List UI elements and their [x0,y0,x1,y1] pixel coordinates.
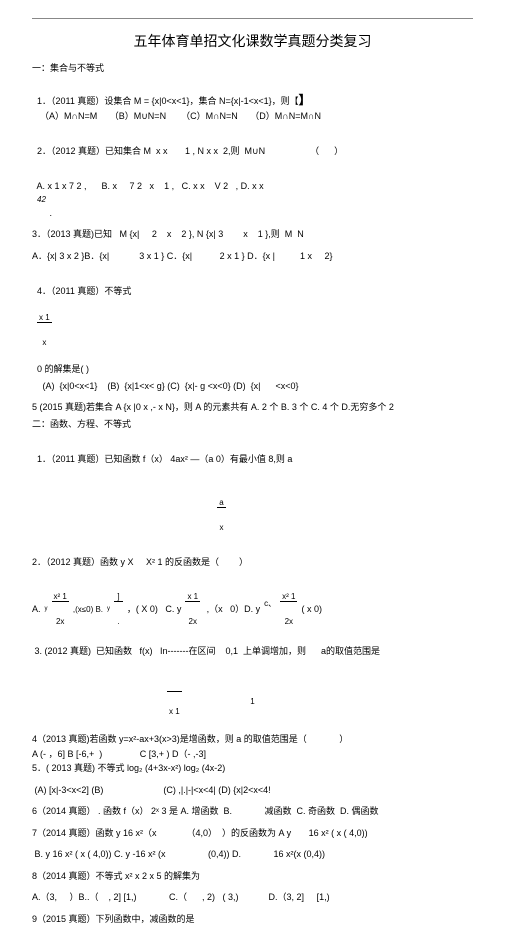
s2q1-fraction: a x [217,483,226,548]
s2q2-A: A. [32,603,41,617]
s2q5: 5．( 2013 真题) 不等式 log₂ (4+3x-x²) log₂ (4x… [32,762,473,776]
s2q3-frac-b: x 1 [167,708,182,716]
s2q2-dot: . [114,618,123,626]
s2q7b: B. y 16 x² ( x ( 4,0)) C. y -16 x² (x (0… [32,848,473,862]
q4-options: (A) {x|0<x<1} (B) {x|1<x< g} (C) {x|- g … [32,380,473,394]
s2q2-frac1-t: x² 1 [52,593,69,602]
s2q2-c: c、 [264,598,276,610]
s2q1-text: 1．（2011 真题）已知函数 f（x） 4ax² —（a 0）有最小值 8,则… [37,454,292,464]
s2q4: 4（2013 真题)若函数 y=x²-ax+3(x>3)是增函数，则 a 的取值… [32,733,473,747]
q2a-42: 42 [37,195,46,204]
q5: 5 (2015 真题)若集合 A {x |0 x ,- x N}，则 A 的元素… [32,401,473,415]
s2q8-options: A.（3, ）B..（ , 2] [1,) C.（ , 2) ( 3,) D.（… [32,891,473,905]
q4-end: 0 的解集是( ) [37,364,89,374]
s2q2-frac1: x² 1 2x [52,577,69,642]
s2q2-options: A. y x² 1 2x ,(x≤0) B. y ] . ，( X 0) C. … [32,577,473,642]
q4-fraction: x 1 x [37,298,52,363]
section-1-header: 一：集合与不等式 [32,61,473,74]
s2q2-frac3: x 1 2x [185,577,200,642]
section-2-header: 二：函数、方程、不等式 [32,418,473,432]
s2q6: 6（2014 真题） . 函数 f（x） 2ˣ 3 是 A. 增函数 B. 减函… [32,805,473,819]
q3: 3．（2013 真题)已知 M {x| 2 x 2 }, N {x| 3 x 1… [32,228,473,242]
s2q2-y-sup: y [45,605,48,614]
q4-frac-bot: x [37,339,52,347]
page-title: 五年体育单招文化课数学真题分类复习 [32,31,473,51]
q2a-text: A. x 1 x 7 2 , B. x 7 2 x 1 , C. x x V 2… [37,181,264,191]
s2q2-frac2: ] . [114,577,123,642]
top-rule [32,18,473,19]
q3-options: A．{x| 3 x 2 }B．{x| 3 x 1 } C．{x| 2 x 1 }… [32,250,473,264]
s2q2-x0: ，( X 0) C. y [127,603,182,617]
s2q1-frac-row: a x [32,469,473,548]
s2q2-y2: y [107,605,110,614]
s2q2-frac4-t: x² 1 [280,593,297,602]
s2q9: 9（2015 真题）下列函数中，减函数的是 [32,913,473,926]
q2-text: 2．（2012 真题）已知集合 M x x 1 , N x x 2,则 M∪N … [37,146,343,156]
s2q2-xle0: ,(x≤0) B. [73,604,103,616]
q4: 4．（2011 真题）不等式 x 1 x 0 的解集是( ) [32,271,473,377]
s2q3-text: 3. (2012 真题) 已知函数 f(x) In-------在区间 0,1 … [32,645,380,659]
s2q2-frac3-b: 2x [185,618,200,626]
s2q2-frac4-b: 2x [280,618,297,626]
s2q5-options: (A) [x|-3<x<2] (B) (C) ,|.|-|<x<4| (D) {… [32,784,473,798]
q1-options: （A）M∩N=M （B）M∪N=N （C）M∩N=N （D）M∩N=M∩N [32,110,473,124]
q1: 1．（2011 真题）设集合 M = {x|0<x<1}，集合 N={x|-1<… [32,77,473,109]
s2q2: 2．（2012 真题）函数 y X X² 1 的反函数是（ ） [32,556,473,570]
q4-frac-top: x 1 [37,314,52,323]
s2q4-options: A (- ，6] B [-6,+ ) C [3,+ ) D（- ,-3] [32,748,473,762]
s2q1: 1．（2011 真题）已知函数 f（x） 4ax² —（a 0）有最小值 8,则… [32,439,473,466]
s2q2-end: ( x 0) [301,603,322,617]
q2-options: A. x 1 x 7 2 , B. x 7 2 x 1 , C. x x V 2… [32,166,473,220]
s2q1-frac-top: a [217,499,226,508]
s2q3: 3. (2012 真题) 已知函数 f(x) In-------在区间 0,1 … [32,645,473,659]
s2q2-frac3-t: x 1 [185,593,200,602]
q1-bracket: 】 [299,93,311,107]
q2a-dot: . [37,208,52,218]
q2: 2．（2012 真题）已知集合 M x x 1 , N x x 2,则 M∪N … [32,131,473,158]
s2q7: 7（2014 真题）函数 y 16 x²（x （4,0） ）的反函数为 A y … [32,827,473,841]
s2q3-frac-t [167,691,182,692]
s2q2-br: ] [114,593,123,602]
s2q2-frac1-b: 2x [52,618,69,626]
s2q3-fraction: x 1 [167,675,182,732]
s2q1-frac-bot: x [217,524,226,532]
page-number: 1 [250,697,254,706]
q4-text: 4．（2011 真题）不等式 [37,286,131,296]
s2q2-frac4: x² 1 2x [280,577,297,642]
q1-text: 1．（2011 真题）设集合 M = {x|0<x<1}，集合 N={x|-1<… [37,96,299,106]
s2q2-x0b: ,（x 0）D. y [204,603,260,617]
s2q8: 8（2014 真题）不等式 x² x 2 x 5 的解集为 [32,870,473,884]
